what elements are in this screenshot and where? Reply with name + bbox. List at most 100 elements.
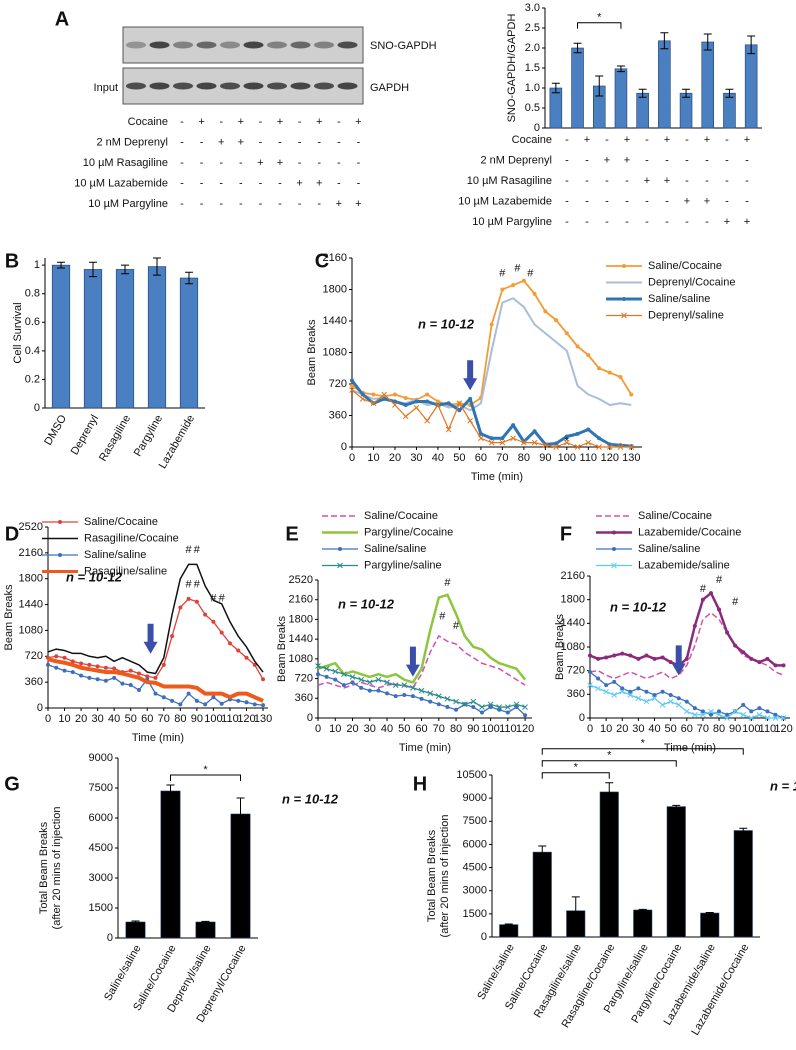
point bbox=[170, 698, 175, 703]
y-axis-label: (after 20 mins of injection bbox=[439, 815, 451, 938]
x-tick-label: 20 bbox=[346, 723, 358, 735]
condition-label: 10 µM Lazabemide bbox=[74, 177, 168, 189]
point bbox=[756, 711, 763, 718]
x-tick-label: 10 bbox=[367, 452, 379, 464]
y-tick-label: 1080 bbox=[289, 653, 313, 665]
point bbox=[691, 711, 698, 718]
point bbox=[385, 691, 390, 696]
blot-band bbox=[337, 41, 358, 49]
point bbox=[203, 612, 208, 617]
bar bbox=[147, 266, 167, 409]
y-tick-label: 0 bbox=[481, 931, 487, 943]
x-tick-label: Deprenyl bbox=[69, 413, 101, 457]
point bbox=[402, 693, 407, 697]
legend-label: Saline/saline bbox=[638, 543, 700, 555]
condition-label: Cocaine bbox=[128, 116, 168, 128]
legend-label: Saline/Cocaine bbox=[648, 260, 722, 272]
blot-band bbox=[267, 82, 287, 90]
point bbox=[692, 706, 697, 711]
point bbox=[87, 675, 92, 680]
condition-mark: - bbox=[605, 175, 609, 187]
condition-label: 2 nM Deprenyl bbox=[480, 154, 552, 166]
point bbox=[376, 688, 381, 693]
point bbox=[103, 665, 108, 670]
legend-label: Rasagiline/Cocaine bbox=[84, 532, 179, 544]
condition-mark: - bbox=[180, 177, 184, 189]
point bbox=[384, 679, 390, 686]
condition-mark: - bbox=[585, 216, 589, 228]
point bbox=[563, 439, 570, 446]
point bbox=[500, 287, 505, 292]
y-axis-label: Beam Breaks bbox=[3, 584, 15, 651]
bar bbox=[51, 264, 71, 409]
bar bbox=[195, 921, 216, 939]
y-tick-label: 2160 bbox=[289, 594, 313, 606]
point bbox=[668, 660, 673, 665]
bar bbox=[723, 92, 736, 129]
point bbox=[748, 715, 755, 721]
condition-mark: - bbox=[565, 216, 569, 228]
condition-mark: + bbox=[316, 177, 322, 189]
point bbox=[511, 283, 516, 288]
point bbox=[499, 439, 506, 446]
annotation: n = 10-12 bbox=[770, 778, 796, 793]
condition-mark: - bbox=[725, 175, 729, 187]
x-tick-label: 0 bbox=[45, 713, 51, 725]
blot-band bbox=[173, 41, 193, 49]
point bbox=[611, 562, 617, 569]
point bbox=[419, 696, 424, 701]
condition-label: Cocaine bbox=[512, 134, 552, 146]
error-bar bbox=[638, 88, 647, 98]
point bbox=[781, 663, 786, 668]
bar bbox=[571, 47, 584, 129]
condition-mark: + bbox=[218, 136, 224, 148]
condition-mark: + bbox=[355, 116, 361, 128]
point bbox=[596, 444, 602, 450]
legend-label: Saline/Cocaine bbox=[364, 510, 438, 522]
point bbox=[618, 375, 623, 379]
condition-mark: + bbox=[257, 157, 263, 169]
y-tick-label: 0 bbox=[37, 702, 43, 714]
point bbox=[479, 704, 485, 710]
condition-mark: - bbox=[239, 198, 243, 210]
condition-mark: - bbox=[278, 198, 282, 210]
point bbox=[603, 688, 609, 695]
panel-label: A bbox=[55, 8, 69, 30]
error-bar bbox=[551, 82, 560, 94]
point bbox=[112, 666, 117, 671]
condition-label: 10 µM Lazabemide bbox=[458, 195, 552, 207]
condition-mark: + bbox=[644, 175, 650, 187]
y-tick-label: 720 bbox=[329, 378, 347, 390]
point bbox=[95, 677, 100, 682]
condition-mark: + bbox=[704, 134, 710, 146]
annotation: # bbox=[439, 611, 446, 623]
condition-label: 10 µM Rasagiline bbox=[83, 157, 168, 169]
y-tick-label: 0.4 bbox=[25, 345, 40, 357]
y-tick-label: 1440 bbox=[19, 598, 43, 610]
point bbox=[716, 711, 722, 718]
point bbox=[749, 656, 754, 661]
y-tick-label: 2.5 bbox=[525, 22, 540, 34]
legend-label: Saline/saline bbox=[364, 543, 426, 555]
point bbox=[79, 661, 84, 666]
condition-mark: - bbox=[357, 177, 361, 189]
point bbox=[700, 711, 706, 718]
condition-mark: - bbox=[565, 195, 569, 207]
condition-mark: + bbox=[684, 195, 690, 207]
condition-label: 10 µM Pargyline bbox=[88, 198, 168, 210]
x-tick-label: 90 bbox=[539, 452, 551, 464]
point bbox=[612, 653, 617, 658]
point bbox=[375, 676, 382, 683]
blot-band bbox=[314, 82, 334, 90]
y-tick-label: 7500 bbox=[463, 815, 487, 827]
condition-mark: - bbox=[745, 195, 749, 207]
x-tick-label: 120 bbox=[516, 723, 534, 735]
error-bar bbox=[131, 920, 140, 924]
x-tick-label: 40 bbox=[648, 723, 660, 735]
condition-mark: - bbox=[625, 195, 629, 207]
y-axis-label: Cell Survival bbox=[12, 302, 24, 363]
condition-mark: - bbox=[317, 157, 321, 169]
y-tick-label: 0.5 bbox=[525, 102, 540, 114]
x-tick-label: 20 bbox=[75, 713, 87, 725]
point bbox=[338, 547, 342, 551]
